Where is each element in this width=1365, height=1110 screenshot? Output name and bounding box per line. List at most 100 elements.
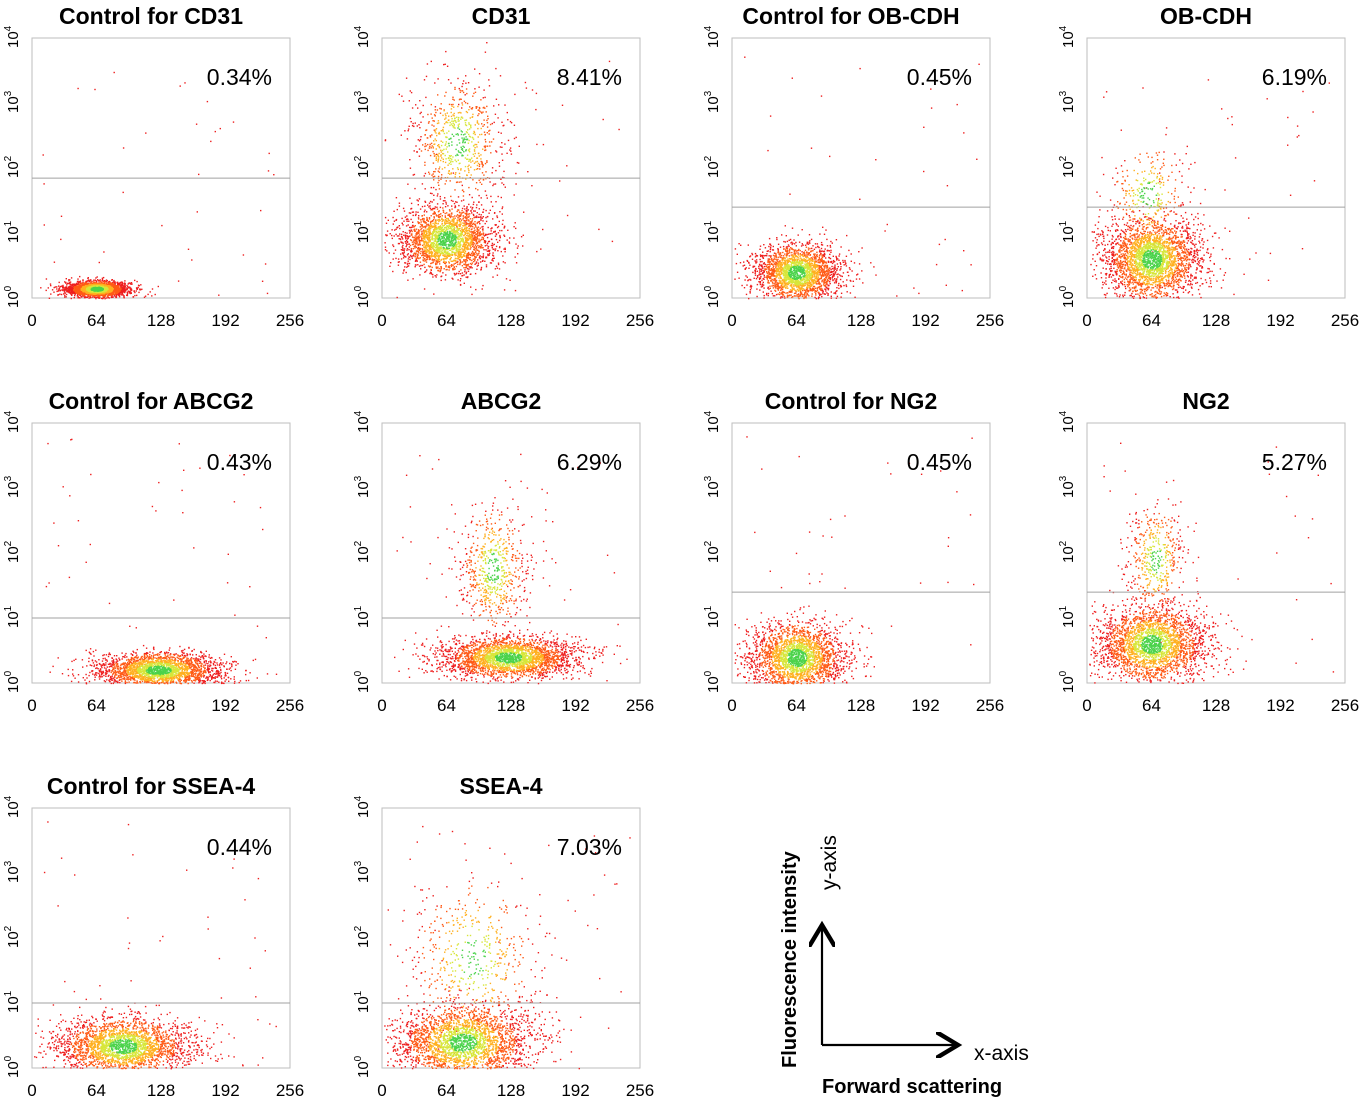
event-dot [504,104,505,105]
event-dot [473,133,474,134]
event-dot [473,247,474,248]
event-dot [391,235,392,236]
event-dot [415,122,416,123]
event-dot [478,163,479,164]
event-dot [418,204,419,205]
event-dot [481,256,482,257]
event-dot [215,131,216,132]
event-dot [492,276,493,277]
event-dot [437,161,438,162]
event-dot [265,263,266,264]
event-dot [426,261,427,262]
event-dot [476,217,477,218]
event-dot [502,208,503,209]
event-dot [501,251,502,252]
event-dot [445,202,446,203]
event-dot [454,273,455,274]
event-dot [455,205,456,206]
event-dot [106,281,107,282]
event-dot [477,128,478,129]
event-dot [40,287,41,288]
event-dot [463,220,464,221]
event-dot [494,244,495,245]
event-dot [494,231,495,232]
event-dot [431,104,432,105]
event-dot [481,226,482,227]
event-dot [473,93,474,94]
event-dot [430,155,431,156]
panel-title: Control for CD31 [59,3,243,29]
event-dot [465,166,466,167]
event-dot [487,254,488,255]
event-dot [484,240,485,241]
event-dot [410,231,411,232]
event-dot [462,90,463,91]
event-dot [411,203,412,204]
event-dot [514,194,515,195]
event-dot [487,132,488,133]
event-dot [490,233,491,234]
event-dot [444,220,445,221]
event-dot [445,145,446,146]
event-dot [455,255,456,256]
event-dot [416,242,417,243]
event-dot [474,169,475,170]
event-dot [434,243,435,244]
event-dot [443,200,444,201]
event-dot [77,88,78,89]
event-dot [431,143,432,144]
event-dot [446,137,447,138]
event-dot [482,149,483,150]
event-dot [522,245,523,246]
event-dot [465,83,466,84]
event-dot [495,268,496,269]
event-dot [422,116,423,117]
event-dot [509,241,510,242]
event-dot [460,262,461,263]
event-dot [495,114,496,115]
event-dot [475,248,476,249]
event-dot [101,289,102,290]
event-dot [434,224,435,225]
event-dot [207,101,208,102]
event-dot [454,99,455,100]
event-dot [468,225,469,226]
event-dot [473,261,474,262]
event-dot [466,211,467,212]
event-dot [498,232,499,233]
event-dot [419,230,420,231]
event-dot [466,228,467,229]
event-dot [463,259,464,260]
event-dot [460,90,461,91]
event-dot [502,224,503,225]
event-dot [243,254,244,255]
event-dot [482,285,483,286]
event-dot [517,162,518,163]
event-dot [429,217,430,218]
event-dot [517,253,518,254]
event-dot [472,179,473,180]
event-dot [438,211,439,212]
event-dot [486,120,487,121]
event-dot [470,167,471,168]
event-dot [418,244,419,245]
event-dot [516,137,517,138]
event-dot [414,150,415,151]
event-dot [486,106,487,107]
event-dot [427,205,428,206]
event-dot [515,222,516,223]
event-dot [485,249,486,250]
event-dot [445,113,446,114]
event-dot [462,117,463,118]
event-dot [442,168,443,169]
event-dot [428,121,429,122]
event-dot [466,220,467,221]
event-dot [443,153,444,154]
event-dot [461,210,462,211]
event-dot [467,112,468,113]
event-dot [430,266,431,267]
event-dot [471,108,472,109]
event-dot [405,235,406,236]
event-dot [475,252,476,253]
event-dot [395,234,396,235]
